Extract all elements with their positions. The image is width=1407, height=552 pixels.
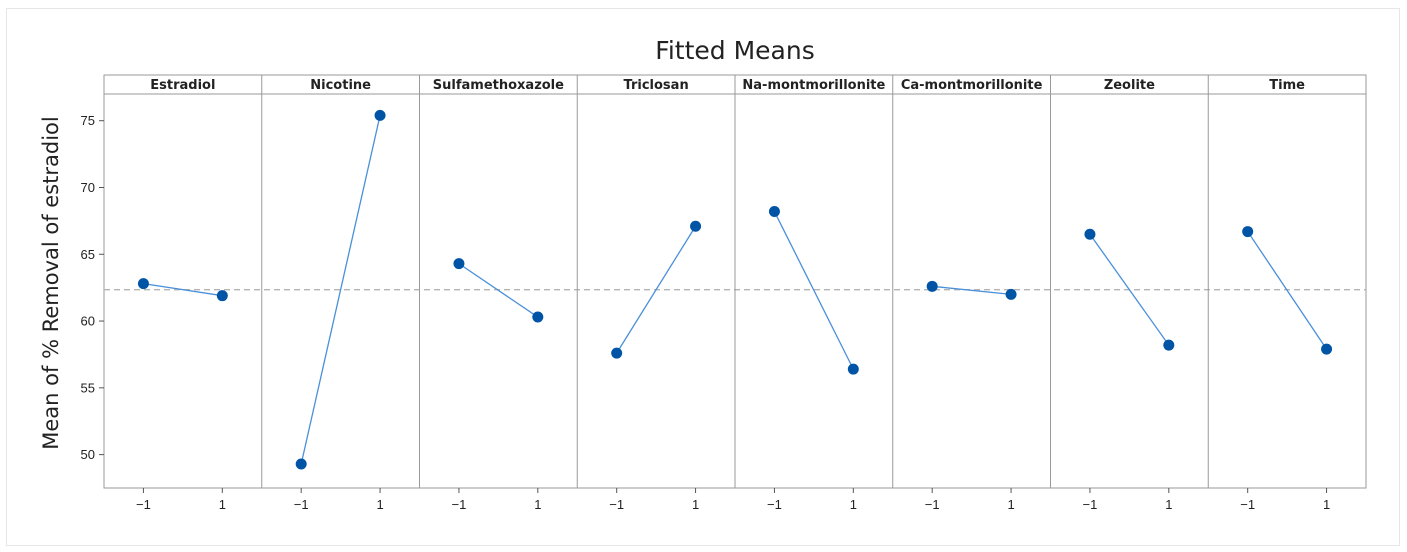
x-tick-label: 1 <box>376 497 383 512</box>
series-line <box>773 211 854 370</box>
x-tick-label: −1 <box>294 497 309 512</box>
y-tick-label: 60 <box>81 314 95 329</box>
series-line <box>143 283 223 297</box>
panel-label: Sulfamethoxazole <box>433 78 564 93</box>
x-tick-label: 1 <box>1323 497 1330 512</box>
x-tick-label: −1 <box>1240 497 1255 512</box>
panel-label: Nicotine <box>310 78 371 93</box>
panel-label: Na-montmorillonite <box>742 78 885 93</box>
x-tick-label: 1 <box>850 497 857 512</box>
series-line <box>1089 233 1170 346</box>
data-point <box>926 280 938 292</box>
data-point <box>1321 343 1333 355</box>
x-tick-label: −1 <box>925 497 940 512</box>
x-tick-label: 1 <box>1007 497 1014 512</box>
series-line <box>300 115 381 465</box>
y-tick-label: 50 <box>81 447 95 462</box>
series-line <box>932 285 1012 295</box>
x-tick-label: −1 <box>1083 497 1098 512</box>
data-point <box>374 109 386 121</box>
data-point <box>216 290 228 302</box>
x-tick-label: −1 <box>452 497 467 512</box>
data-point <box>532 311 544 323</box>
data-point <box>1005 288 1017 300</box>
y-axis-label: Mean of % Removal of estradiol <box>39 116 63 449</box>
data-point <box>1242 226 1254 238</box>
x-tick-label: 1 <box>219 497 226 512</box>
data-point <box>295 458 307 470</box>
x-tick-label: 1 <box>534 497 541 512</box>
data-point <box>1084 228 1096 240</box>
panel-label: Estradiol <box>150 78 215 93</box>
data-point <box>137 278 149 290</box>
x-tick-label: −1 <box>609 497 624 512</box>
data-point <box>690 220 702 232</box>
panel-label: Time <box>1269 78 1305 93</box>
panel-label: Zeolite <box>1104 78 1155 93</box>
x-tick-label: 1 <box>692 497 699 512</box>
x-tick-label: −1 <box>136 497 151 512</box>
series-line <box>1247 231 1328 350</box>
x-tick-label: −1 <box>767 497 782 512</box>
panel-label: Ca-montmorillonite <box>901 78 1043 93</box>
series-line <box>458 263 539 318</box>
data-point <box>768 206 780 218</box>
panel-label: Triclosan <box>624 78 689 93</box>
chart-frame <box>6 8 1400 546</box>
chart-title: Fitted Means <box>655 36 814 65</box>
y-tick-label: 75 <box>81 113 95 128</box>
x-tick-label: 1 <box>1165 497 1172 512</box>
data-point <box>847 363 859 375</box>
data-point <box>453 258 465 270</box>
data-point <box>1163 339 1175 351</box>
data-point <box>611 347 623 359</box>
y-tick-label: 65 <box>81 247 95 262</box>
series-line <box>616 225 697 354</box>
y-tick-label: 70 <box>81 180 95 195</box>
y-tick-label: 55 <box>81 380 95 395</box>
